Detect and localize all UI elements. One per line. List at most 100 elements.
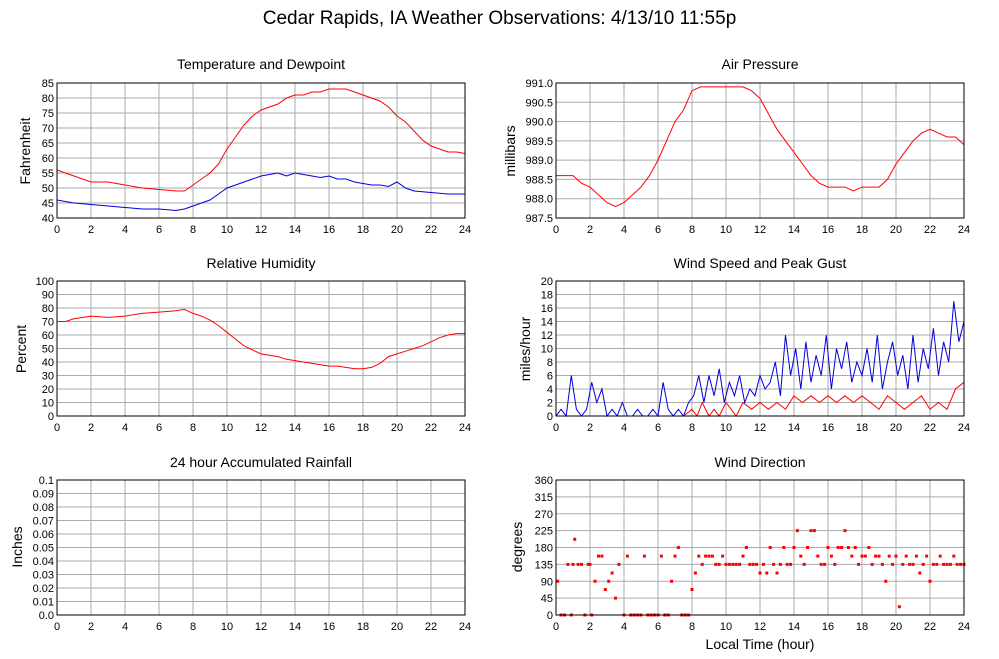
- x-tick-label: 0: [553, 621, 559, 633]
- wind-direction-point: [625, 554, 629, 558]
- wind-direction-point: [727, 562, 731, 566]
- y-tick-label: 2: [547, 398, 553, 410]
- wind-direction-point: [603, 588, 607, 591]
- wind-direction-point: [894, 554, 898, 558]
- wind-panel-title: Wind Speed and Peak Gust: [674, 255, 847, 271]
- direction-panel-title: Wind Direction: [714, 454, 805, 470]
- y-tick-label: 30: [42, 371, 54, 383]
- x-tick-label: 10: [221, 224, 233, 236]
- y-tick-label: 40: [42, 213, 54, 225]
- wind-direction-point: [717, 562, 721, 566]
- y-tick-label: 225: [535, 526, 553, 538]
- y-tick-label: 0: [48, 411, 54, 423]
- humidity-panel-title: Relative Humidity: [207, 255, 316, 271]
- x-tick-label: 18: [856, 224, 868, 236]
- x-tick-label: 10: [720, 224, 732, 236]
- x-tick-label: 2: [587, 621, 593, 633]
- x-tick-label: 6: [156, 621, 162, 633]
- wind-direction-point: [610, 571, 614, 575]
- wind-direction-panel: Wind Direction degrees Local Time (hour)…: [509, 454, 970, 652]
- wind-direction-point: [812, 529, 816, 533]
- y-tick-label: 0: [547, 610, 553, 622]
- wind-direction-point: [792, 546, 796, 549]
- x-tick-label: 14: [788, 621, 800, 633]
- y-tick-label: 360: [535, 475, 553, 487]
- y-tick-label: 100: [36, 276, 54, 288]
- pressure-series-red-line: [556, 86, 965, 207]
- wind-direction-point: [897, 605, 901, 609]
- x-tick-label: 18: [856, 422, 868, 434]
- wind-direction-point: [778, 562, 782, 566]
- wind-direction-point: [938, 554, 942, 558]
- wind-direction-point: [761, 562, 765, 566]
- wind-direction-point: [853, 546, 857, 549]
- x-tick-label: 6: [156, 422, 162, 434]
- y-tick-label: 989.5: [525, 136, 553, 148]
- x-axis-title: Local Time (hour): [706, 636, 815, 652]
- wind-direction-point: [806, 546, 810, 549]
- wind-direction-point: [884, 579, 888, 583]
- x-tick-label: 0: [553, 224, 559, 236]
- wind-direction-point: [928, 579, 932, 583]
- wind-direction-point: [714, 562, 718, 566]
- y-tick-label: 0.03: [33, 570, 54, 582]
- y-tick-label: 20: [42, 384, 54, 396]
- wind-direction-point: [614, 596, 617, 600]
- y-tick-label: 0.09: [33, 489, 54, 501]
- wind-direction-point: [863, 554, 867, 558]
- x-tick-label: 8: [689, 621, 695, 633]
- y-tick-label: 60: [42, 330, 54, 342]
- wind-direction-point: [775, 571, 779, 575]
- x-tick-label: 12: [255, 224, 267, 236]
- y-tick-label: 0.05: [33, 543, 54, 555]
- page-title: Cedar Rapids, IA Weather Observations: 4…: [262, 8, 737, 29]
- y-tick-label: 990.0: [525, 117, 553, 129]
- x-tick-label: 4: [122, 224, 128, 236]
- wind-direction-point: [887, 554, 891, 558]
- x-tick-label: 20: [391, 224, 403, 236]
- x-tick-label: 24: [958, 224, 970, 236]
- plot-frame: [56, 280, 466, 417]
- wind-direction-point: [904, 554, 908, 558]
- x-tick-label: 14: [289, 422, 301, 434]
- x-tick-label: 0: [54, 224, 60, 236]
- wind-direction-point: [918, 571, 922, 575]
- wind-direction-point: [573, 537, 577, 541]
- x-tick-label: 24: [958, 422, 970, 434]
- wind-direction-point: [942, 562, 946, 566]
- plot-frame: [56, 82, 466, 219]
- x-tick-label: 8: [190, 621, 196, 633]
- x-tick-label: 16: [822, 224, 834, 236]
- wind-direction-point: [607, 579, 611, 583]
- x-tick-label: 4: [621, 621, 627, 633]
- wind-direction-point: [576, 562, 580, 566]
- x-tick-label: 10: [221, 422, 233, 434]
- x-tick-label: 0: [553, 422, 559, 434]
- x-tick-label: 12: [754, 224, 766, 236]
- y-tick-label: 14: [541, 317, 553, 329]
- x-tick-label: 20: [391, 422, 403, 434]
- wind-direction-point: [670, 579, 674, 583]
- wind-direction-point: [704, 554, 708, 558]
- pressure-y-axis-title: millibars: [502, 125, 518, 176]
- y-tick-label: 990.5: [525, 97, 553, 109]
- wind-direction-point: [789, 562, 793, 566]
- x-tick-label: 22: [425, 422, 437, 434]
- wind-direction-point: [765, 571, 769, 575]
- wind-direction-point: [857, 562, 861, 566]
- x-tick-label: 6: [655, 422, 661, 434]
- y-tick-label: 20: [541, 276, 553, 288]
- x-tick-label: 2: [88, 621, 94, 633]
- y-tick-label: 0.01: [33, 597, 54, 609]
- y-tick-label: 0.1: [39, 475, 54, 487]
- x-tick-label: 4: [122, 621, 128, 633]
- x-tick-label: 16: [323, 224, 335, 236]
- temperature-panel-title: Temperature and Dewpoint: [177, 56, 345, 72]
- wind-direction-point: [744, 546, 748, 549]
- y-tick-label: 16: [541, 303, 553, 315]
- wind-direction-point: [850, 554, 854, 558]
- wind-direction-point: [843, 529, 847, 533]
- wind-direction-point: [880, 562, 884, 566]
- x-tick-label: 14: [289, 224, 301, 236]
- wind-direction-point: [836, 546, 840, 549]
